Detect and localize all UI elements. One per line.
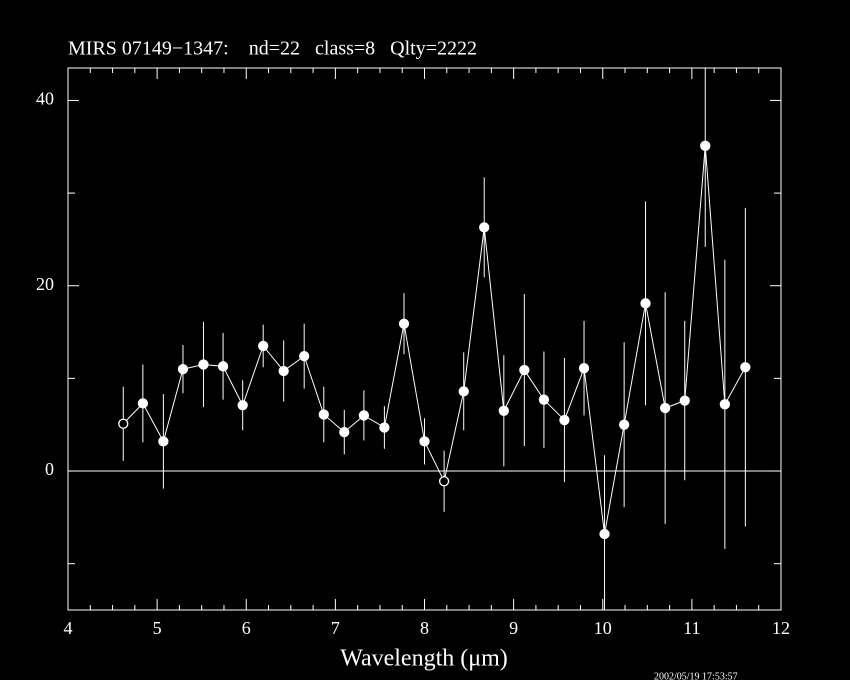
data-point (498, 405, 509, 416)
data-point (618, 419, 630, 430)
data-point (339, 426, 350, 438)
chart-title: MIRS 07149−1347: nd=22 class=8 Qlty=2222 (68, 38, 477, 60)
data-point (659, 402, 671, 414)
y-tick-label: 20 (36, 274, 54, 294)
data-point (419, 436, 430, 447)
data-point (358, 410, 370, 421)
x-axis-label: Wavelength (μm) (340, 646, 508, 672)
data-point (318, 409, 329, 420)
data-point (398, 318, 410, 329)
x-tick-label: 12 (772, 618, 790, 638)
data-point (158, 436, 169, 447)
data-point (740, 362, 751, 373)
data-point (599, 528, 610, 540)
data-point (679, 395, 690, 406)
x-tick-label: 7 (331, 618, 340, 638)
data-point (479, 222, 490, 233)
y-tick-label: 40 (36, 89, 54, 109)
data-point (379, 422, 390, 433)
data-point (299, 350, 310, 362)
x-tick-label: 11 (683, 618, 700, 638)
open-point (118, 418, 129, 429)
data-point (198, 359, 209, 370)
connecting-line (122, 145, 746, 535)
data-point (137, 398, 149, 409)
data-point (237, 400, 248, 411)
data-point (700, 140, 711, 151)
data-point (458, 386, 469, 397)
data-point (538, 394, 550, 405)
x-tick-label: 6 (242, 618, 251, 638)
x-tick-label: 8 (420, 618, 429, 638)
data-point (278, 365, 289, 377)
data-point (578, 363, 590, 374)
data-point (258, 340, 269, 352)
data-point (640, 298, 651, 309)
x-tick-label: 9 (509, 618, 518, 638)
y-tick-label: 0 (45, 459, 54, 479)
data-point (217, 361, 229, 372)
x-tick-label: 5 (153, 618, 162, 638)
x-tick-label: 4 (64, 618, 73, 638)
data-point (177, 363, 189, 375)
open-point (438, 476, 450, 487)
data-point (559, 414, 570, 426)
plot-area (118, 68, 751, 610)
data-point (519, 364, 530, 376)
data-point (719, 399, 731, 410)
timestamp: 2002/05/19 17:53:57 (654, 671, 738, 680)
x-tick-label: 10 (594, 618, 612, 638)
